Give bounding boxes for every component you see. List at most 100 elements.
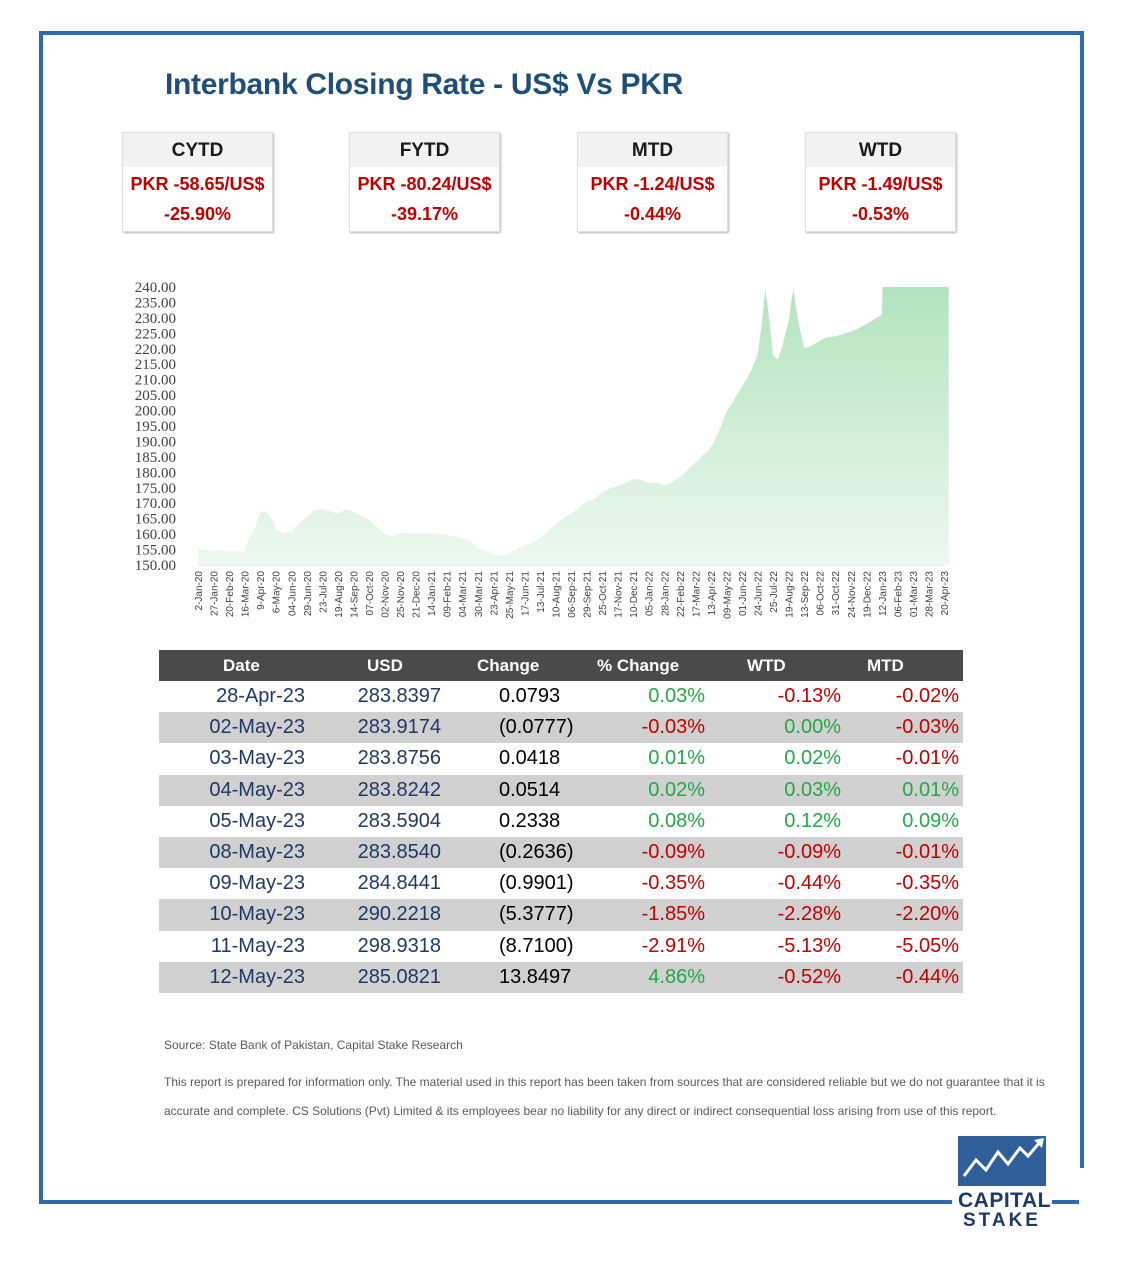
y-tick-label: 210.00 <box>135 373 176 389</box>
x-tick-label: 17-Nov-21 <box>614 571 625 618</box>
cell-usd: 283.8242 <box>341 774 477 806</box>
x-tick-label: 01-Jun-22 <box>738 571 749 616</box>
cell-usd: 283.5904 <box>357 809 441 832</box>
y-tick-label: 165.00 <box>135 512 176 528</box>
x-tick-label: 28-Jan-22 <box>660 571 671 616</box>
cell-mtd: 0.09% <box>902 809 959 832</box>
cell-mtd: -0.03% <box>867 712 963 744</box>
cell-date: 28-Apr-23 <box>216 685 305 708</box>
x-tick-label: 06-Sep-21 <box>567 571 578 618</box>
cell-wtd: -0.13% <box>777 685 841 708</box>
cell-pct: -0.09% <box>597 836 747 869</box>
x-tick-label: 04-Mar-21 <box>458 571 469 618</box>
x-tick-label: 25-Oct-21 <box>598 571 609 616</box>
cell-wtd: -5.13% <box>777 934 841 957</box>
y-axis: 150.00155.00160.00165.00170.00175.00180.… <box>135 280 176 574</box>
kpi-percent: -25.90% <box>163 204 232 224</box>
x-tick-label: 13-Jul-21 <box>536 571 547 613</box>
cell-date: 11-May-23 <box>210 934 305 957</box>
x-tick-label: 24-Jun-22 <box>754 571 765 616</box>
kpi-percent: -39.17% <box>390 204 459 224</box>
frame-gap-bottom <box>952 1198 1052 1208</box>
table-row: 12-May-23 285.0821 13.8497 4.86% -0.52% -0.44… <box>159 961 963 993</box>
cell-usd: 283.8397 <box>357 685 441 708</box>
cell-change: (5.3777) <box>477 899 597 931</box>
x-tick-label: 25-Nov-20 <box>396 571 407 618</box>
x-tick-label: 13-Sep-22 <box>800 571 811 618</box>
cell-date: 10-May-23 <box>159 899 341 931</box>
x-axis: 2-Jan-20 27-Jan-20 20-Feb-20 16-Mar-20 9-Apr… <box>194 564 951 619</box>
cell-pct: -1.85% <box>597 899 747 931</box>
x-tick-label: 24-Nov-22 <box>847 571 858 618</box>
x-tick-label: 19-Aug-22 <box>785 571 796 618</box>
logo-chart-icon <box>958 1136 1046 1186</box>
y-tick-label: 205.00 <box>135 388 176 404</box>
x-tick-label: 10-Dec-21 <box>629 571 640 618</box>
cell-wtd: -2.28% <box>747 899 867 931</box>
cell-date: 09-May-23 <box>209 872 305 895</box>
cell-change: 0.0514 <box>477 774 597 806</box>
table-row: 02-May-23 283.9174 (0.0777) -0.03% 0.00% -0.0… <box>159 712 963 744</box>
cell-change: (0.2636) <box>477 836 597 869</box>
x-tick-label: 20-Feb-20 <box>225 571 236 618</box>
disclaimer: This report is prepared for information … <box>164 1075 1045 1118</box>
x-tick-label: 14-Sep-20 <box>349 571 360 618</box>
x-tick-label: 02-Nov-20 <box>381 571 392 618</box>
y-tick-label: 195.00 <box>135 419 176 435</box>
y-tick-label: 175.00 <box>135 481 176 497</box>
cell-usd: 298.9318 <box>357 934 441 957</box>
x-tick-label: 09-Feb-21 <box>443 571 454 618</box>
cell-change: (0.0777) <box>477 712 597 744</box>
x-tick-label: 28-Mar-23 <box>924 571 935 618</box>
cell-pct: 0.02% <box>597 774 747 806</box>
cell-usd: 283.9174 <box>341 712 477 744</box>
col-header-usd: USD <box>341 650 477 681</box>
usd-pkr-area-series <box>198 287 949 565</box>
x-tick-label: 31-Oct-22 <box>831 571 842 616</box>
x-tick-label: 17-Mar-22 <box>691 571 702 618</box>
cell-change: 0.0418 <box>499 747 561 770</box>
x-tick-label: 17-Jun-21 <box>520 571 531 616</box>
kpi-value: PKR -80.24/US$ <box>357 174 492 194</box>
table-row: 28-Apr-23 283.8397 0.0793 0.03% -0.13% -0.02% <box>159 681 963 712</box>
cell-date: 05-May-23 <box>209 809 305 832</box>
x-tick-label: 9-Apr-20 <box>256 571 267 610</box>
kpi-percent: -0.44% <box>623 204 682 224</box>
x-tick-label: 07-Oct-20 <box>365 571 376 616</box>
kpi-value: PKR -1.49/US$ <box>818 174 943 194</box>
cell-date: 04-May-23 <box>159 774 341 806</box>
cell-usd: 283.8540 <box>341 836 477 869</box>
cell-date: 12-May-23 <box>159 961 341 993</box>
cell-wtd: -0.44% <box>777 872 841 895</box>
cell-usd: 284.8441 <box>357 872 441 895</box>
y-tick-label: 190.00 <box>135 434 176 450</box>
x-tick-label: 25-May-21 <box>505 571 516 619</box>
cell-pct: 0.03% <box>648 685 705 708</box>
cell-wtd: -0.52% <box>747 961 867 993</box>
y-tick-label: 220.00 <box>135 342 176 358</box>
cell-usd: 285.0821 <box>341 961 477 993</box>
col-header-change: Change <box>477 650 597 681</box>
y-tick-label: 150.00 <box>135 558 176 574</box>
cell-date: 08-May-23 <box>159 836 341 869</box>
y-tick-label: 185.00 <box>135 450 176 466</box>
kpi-value: PKR -1.24/US$ <box>590 174 715 194</box>
cell-wtd: 0.03% <box>747 774 867 806</box>
cell-mtd: -0.01% <box>867 836 963 869</box>
y-tick-label: 225.00 <box>135 326 176 342</box>
table-row: 05-May-23 283.5904 0.2338 0.08% 0.12% 0.09% <box>159 806 963 837</box>
cell-wtd: 0.12% <box>784 809 841 832</box>
x-tick-label: 13-Apr-22 <box>707 571 718 616</box>
y-tick-label: 160.00 <box>135 527 176 543</box>
x-tick-label: 09-May-22 <box>722 571 733 619</box>
cell-date: 02-May-23 <box>159 712 341 744</box>
x-tick-label: 2-Jan-20 <box>194 571 205 611</box>
daily-rate-table: Date USD Change % Change WTD MTD 28-Apr-… <box>159 650 963 993</box>
x-tick-label: 01-Mar-23 <box>909 571 920 618</box>
x-tick-label: 30-Mar-21 <box>474 571 485 618</box>
x-tick-label: 10-Aug-21 <box>551 571 562 618</box>
x-tick-label: 16-Mar-20 <box>241 571 252 618</box>
x-tick-label: 20-Apr-23 <box>940 571 951 616</box>
kpi-label: FYTD <box>350 133 499 167</box>
table-row: 11-May-23 298.9318 (8.7100) -2.91% -5.13% -5.… <box>159 931 963 962</box>
